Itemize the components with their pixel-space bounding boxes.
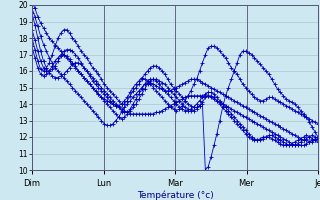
- X-axis label: Température (°c): Température (°c): [137, 191, 213, 200]
